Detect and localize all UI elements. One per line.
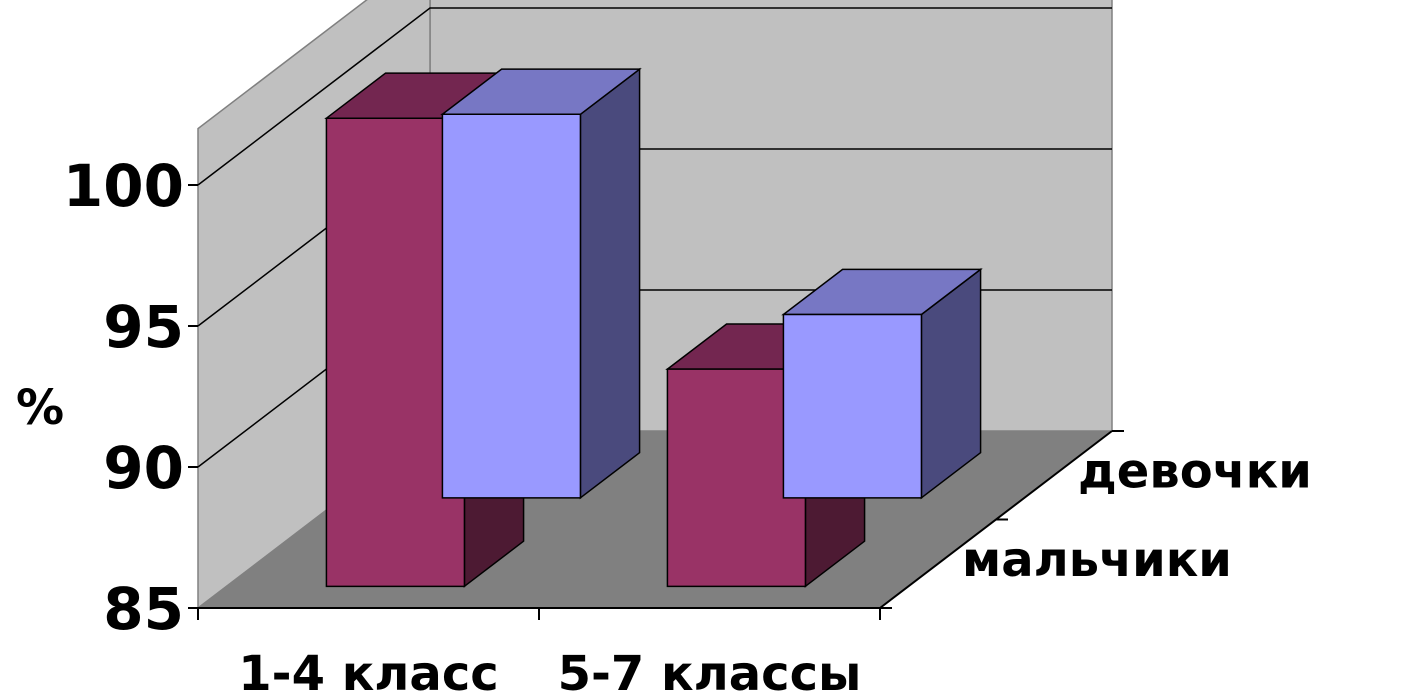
bar-front <box>782 313 923 499</box>
series-label: мальчики <box>962 532 1232 588</box>
x-tick-label: 5-7 классы <box>558 646 862 699</box>
series-label: девочки <box>1078 443 1312 499</box>
y-tick-label: 100 <box>63 152 184 220</box>
y-tick-label: 90 <box>103 434 184 502</box>
bar-front <box>441 113 582 499</box>
chart-labels: 85 90 95 100% 1-4 класс 5-7 классы девочки маль… <box>16 152 1312 699</box>
x-tick-label: 1-4 класс <box>238 646 498 699</box>
y-tick-label: 85 <box>103 575 184 643</box>
gridline-100 <box>197 7 1112 186</box>
bar-1-2 <box>781 267 983 500</box>
chart-axes <box>188 184 1124 620</box>
bar-1-1 <box>440 67 642 500</box>
bar-side <box>579 67 641 500</box>
chart-bars <box>324 67 983 588</box>
y-tick-label: 95 <box>103 293 184 361</box>
y-axis-label: % <box>16 380 64 436</box>
